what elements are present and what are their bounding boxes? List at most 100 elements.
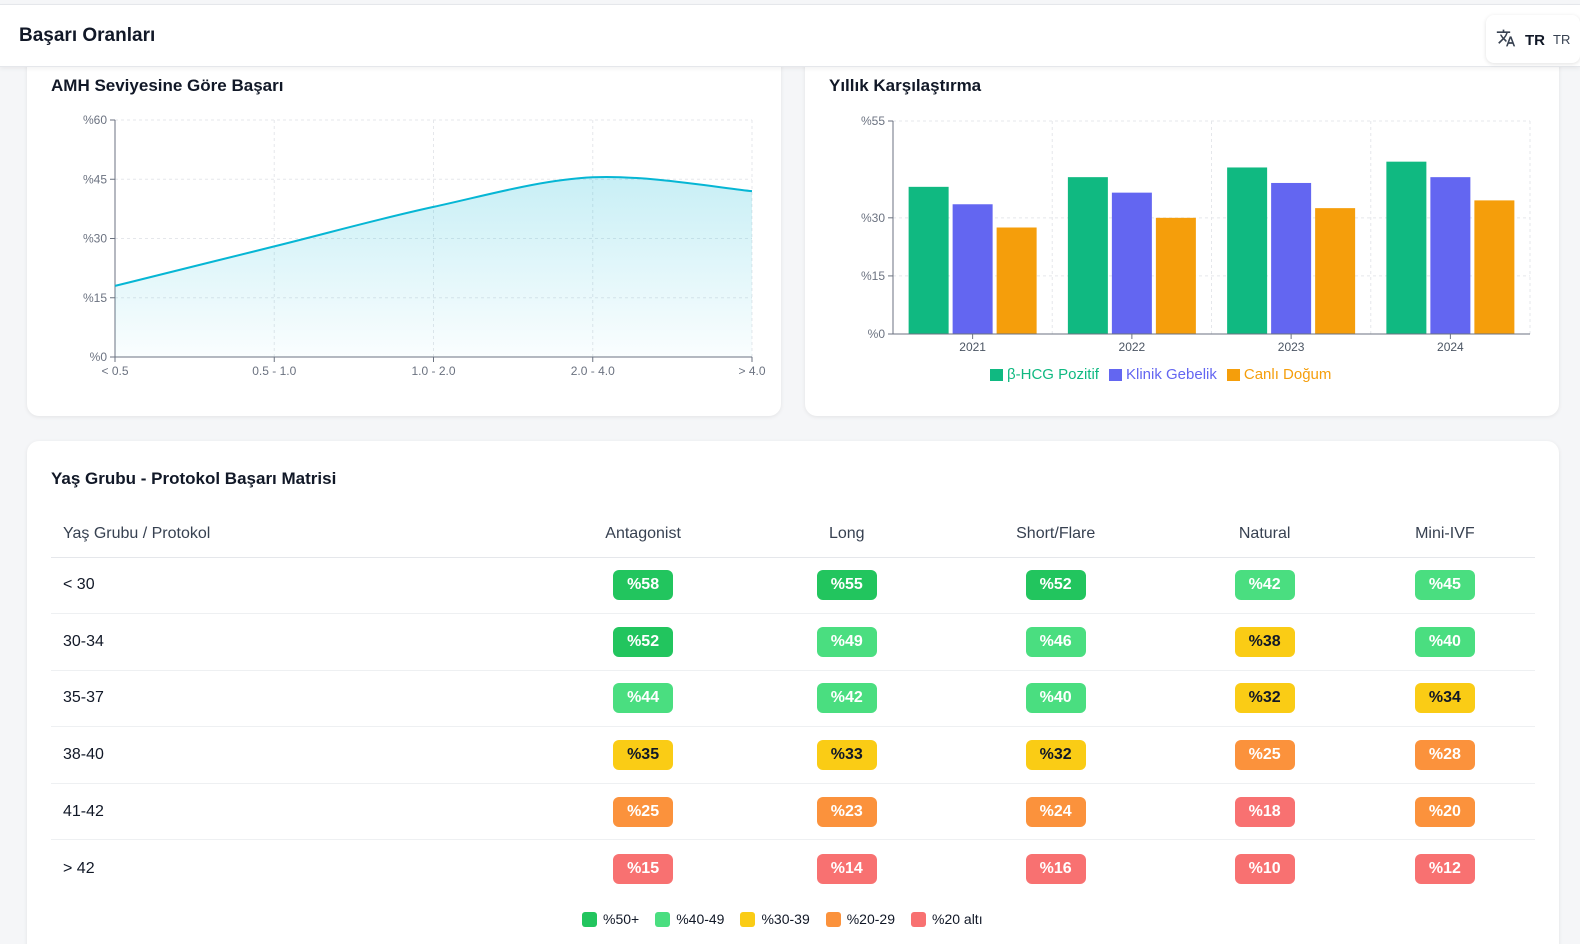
success-rate-badge: %10 (1234, 853, 1295, 884)
bar (1474, 200, 1515, 334)
yearly-chart-legend: β-HCG Pozitif Klinik Gebelik Canlı Doğum (990, 366, 1331, 383)
y-tick-label: %60 (83, 113, 107, 127)
legend-item: %20 altı (911, 911, 983, 927)
legend-swatch (1226, 368, 1240, 381)
table-cell: %25 (529, 783, 757, 841)
table-cell: %40 (936, 670, 1175, 728)
success-rate-badge: %40 (1025, 683, 1086, 714)
x-tick-label: 2023 (1278, 340, 1305, 354)
bar (1430, 177, 1471, 334)
success-rate-badge: %28 (1414, 740, 1475, 771)
x-tick-label: 2022 (1119, 340, 1146, 354)
legend-item[interactable]: Klinik Gebelik (1108, 366, 1217, 383)
success-rate-badge: %32 (1234, 683, 1295, 714)
success-rate-badge: %58 (613, 570, 674, 601)
legend-label: %40-49 (676, 911, 725, 927)
table-cell: %52 (936, 557, 1175, 615)
legend-item: %30-39 (740, 911, 810, 927)
bar (1227, 167, 1268, 334)
table-cell: %45 (1354, 557, 1535, 615)
amh-area-chart: %0 %15 %30 %45 %60 < 0.5 0.5 - 1.0 1.0 - 2.0 2.0… (83, 113, 766, 378)
table-row: 35-37 %44 %42 %40 %32 %34 (51, 670, 1535, 728)
matrix-legend: %50+ %40-49 %30-39 %20-29 %20 altı (582, 911, 983, 927)
table-cell: %42 (1174, 557, 1355, 615)
table-cell: %40 (1354, 613, 1535, 671)
success-rate-badge: %25 (1234, 740, 1295, 771)
success-rate-badge: %42 (816, 683, 877, 714)
success-rate-badge: %46 (1025, 626, 1086, 657)
header-first-cell: Yaş Grubu / Protokol (51, 511, 530, 558)
legend-item: %40-49 (655, 911, 724, 927)
success-rate-badge: %12 (1414, 853, 1475, 884)
yearly-bar-chart: %0 %15 %30 %55 2021 2022 2023 2024 (861, 114, 1531, 354)
success-rate-badge: %52 (613, 626, 674, 657)
success-rate-badge: %55 (816, 570, 877, 601)
yearly-chart-card: Yıllık Karşılaştırma %0 %15 %30 %55 2021 2022… (805, 50, 1559, 416)
language-switcher[interactable]: TR TR (1486, 15, 1580, 63)
legend-item: %20-29 (825, 911, 895, 927)
age-group-label: 38-40 (51, 726, 530, 784)
table-cell: %38 (1174, 613, 1355, 671)
series-line (114, 175, 753, 287)
legend-label: %30-39 (761, 911, 810, 927)
table-cell: %33 (756, 726, 937, 784)
top-bar: Başarı Oranları TR TR (0, 4, 1580, 67)
table-cell: %42 (756, 670, 937, 728)
x-tick-label: > 4.0 (738, 364, 765, 378)
bar (1155, 217, 1196, 334)
success-rate-badge: %18 (1234, 796, 1295, 827)
success-rate-badge: %23 (816, 796, 877, 827)
x-tick-label: 0.5 - 1.0 (252, 364, 296, 378)
legend-swatch (582, 911, 597, 927)
legend-label: β-HCG Pozitif (1007, 366, 1099, 383)
table-cell: %49 (756, 613, 937, 671)
translate-icon (1496, 29, 1516, 47)
x-tick-label: 2024 (1437, 340, 1464, 354)
table-cell: %15 (530, 840, 757, 897)
success-rate-badge: %35 (613, 740, 674, 771)
table-cell: %23 (756, 783, 937, 841)
matrix-card: Yaş Grubu - Protokol Başarı Matrisi Yaş … (27, 441, 1559, 944)
y-tick-label: %0 (868, 327, 886, 341)
column-header: Short/Flare (936, 511, 1175, 558)
bar (1067, 177, 1108, 334)
success-rate-badge: %14 (816, 853, 877, 884)
success-rate-badge: %20 (1414, 796, 1475, 827)
legend-item: %50+ (582, 911, 639, 927)
bar (1271, 182, 1312, 334)
legend-label: %50+ (603, 911, 640, 927)
bar (1315, 208, 1356, 334)
legend-label: %20-29 (846, 911, 895, 927)
success-rate-badge: %44 (613, 683, 674, 714)
success-rate-badge: %25 (613, 796, 674, 827)
table-cell: %55 (756, 557, 937, 615)
y-tick-label: %30 (83, 232, 107, 246)
success-rate-badge: %40 (1414, 626, 1475, 657)
table-cell: %14 (757, 840, 937, 897)
legend-item[interactable]: Canlı Doğum (1226, 366, 1331, 383)
bar (1386, 161, 1427, 334)
legend-swatch (911, 911, 926, 927)
table-row: 38-40 %35 %33 %32 %25 %28 (51, 726, 1535, 784)
table-cell: %58 (529, 557, 757, 615)
success-rate-badge: %52 (1025, 570, 1086, 601)
yearly-chart-title: Yıllık Karşılaştırma (829, 76, 982, 95)
age-group-label: < 30 (51, 557, 530, 615)
success-rate-badge: %32 (1025, 740, 1086, 771)
x-tick-label: 1.0 - 2.0 (411, 364, 455, 378)
success-rate-badge: %42 (1234, 570, 1295, 601)
legend-item[interactable]: β-HCG Pozitif (990, 366, 1099, 383)
legend-swatch (825, 911, 841, 927)
y-tick-label: %45 (83, 172, 107, 186)
x-tick-label: < 0.5 (101, 364, 128, 378)
bar (996, 227, 1037, 334)
legend-swatch (1108, 368, 1122, 381)
matrix-title: Yaş Grubu - Protokol Başarı Matrisi (51, 469, 337, 488)
age-group-label: 41-42 (51, 783, 530, 841)
age-group-label: > 42 (63, 859, 95, 877)
bar (908, 186, 949, 334)
y-tick-label: %55 (861, 114, 885, 128)
table-cell: %28 (1354, 726, 1535, 784)
legend-label: Klinik Gebelik (1125, 366, 1217, 383)
table-cell: %32 (936, 726, 1175, 784)
